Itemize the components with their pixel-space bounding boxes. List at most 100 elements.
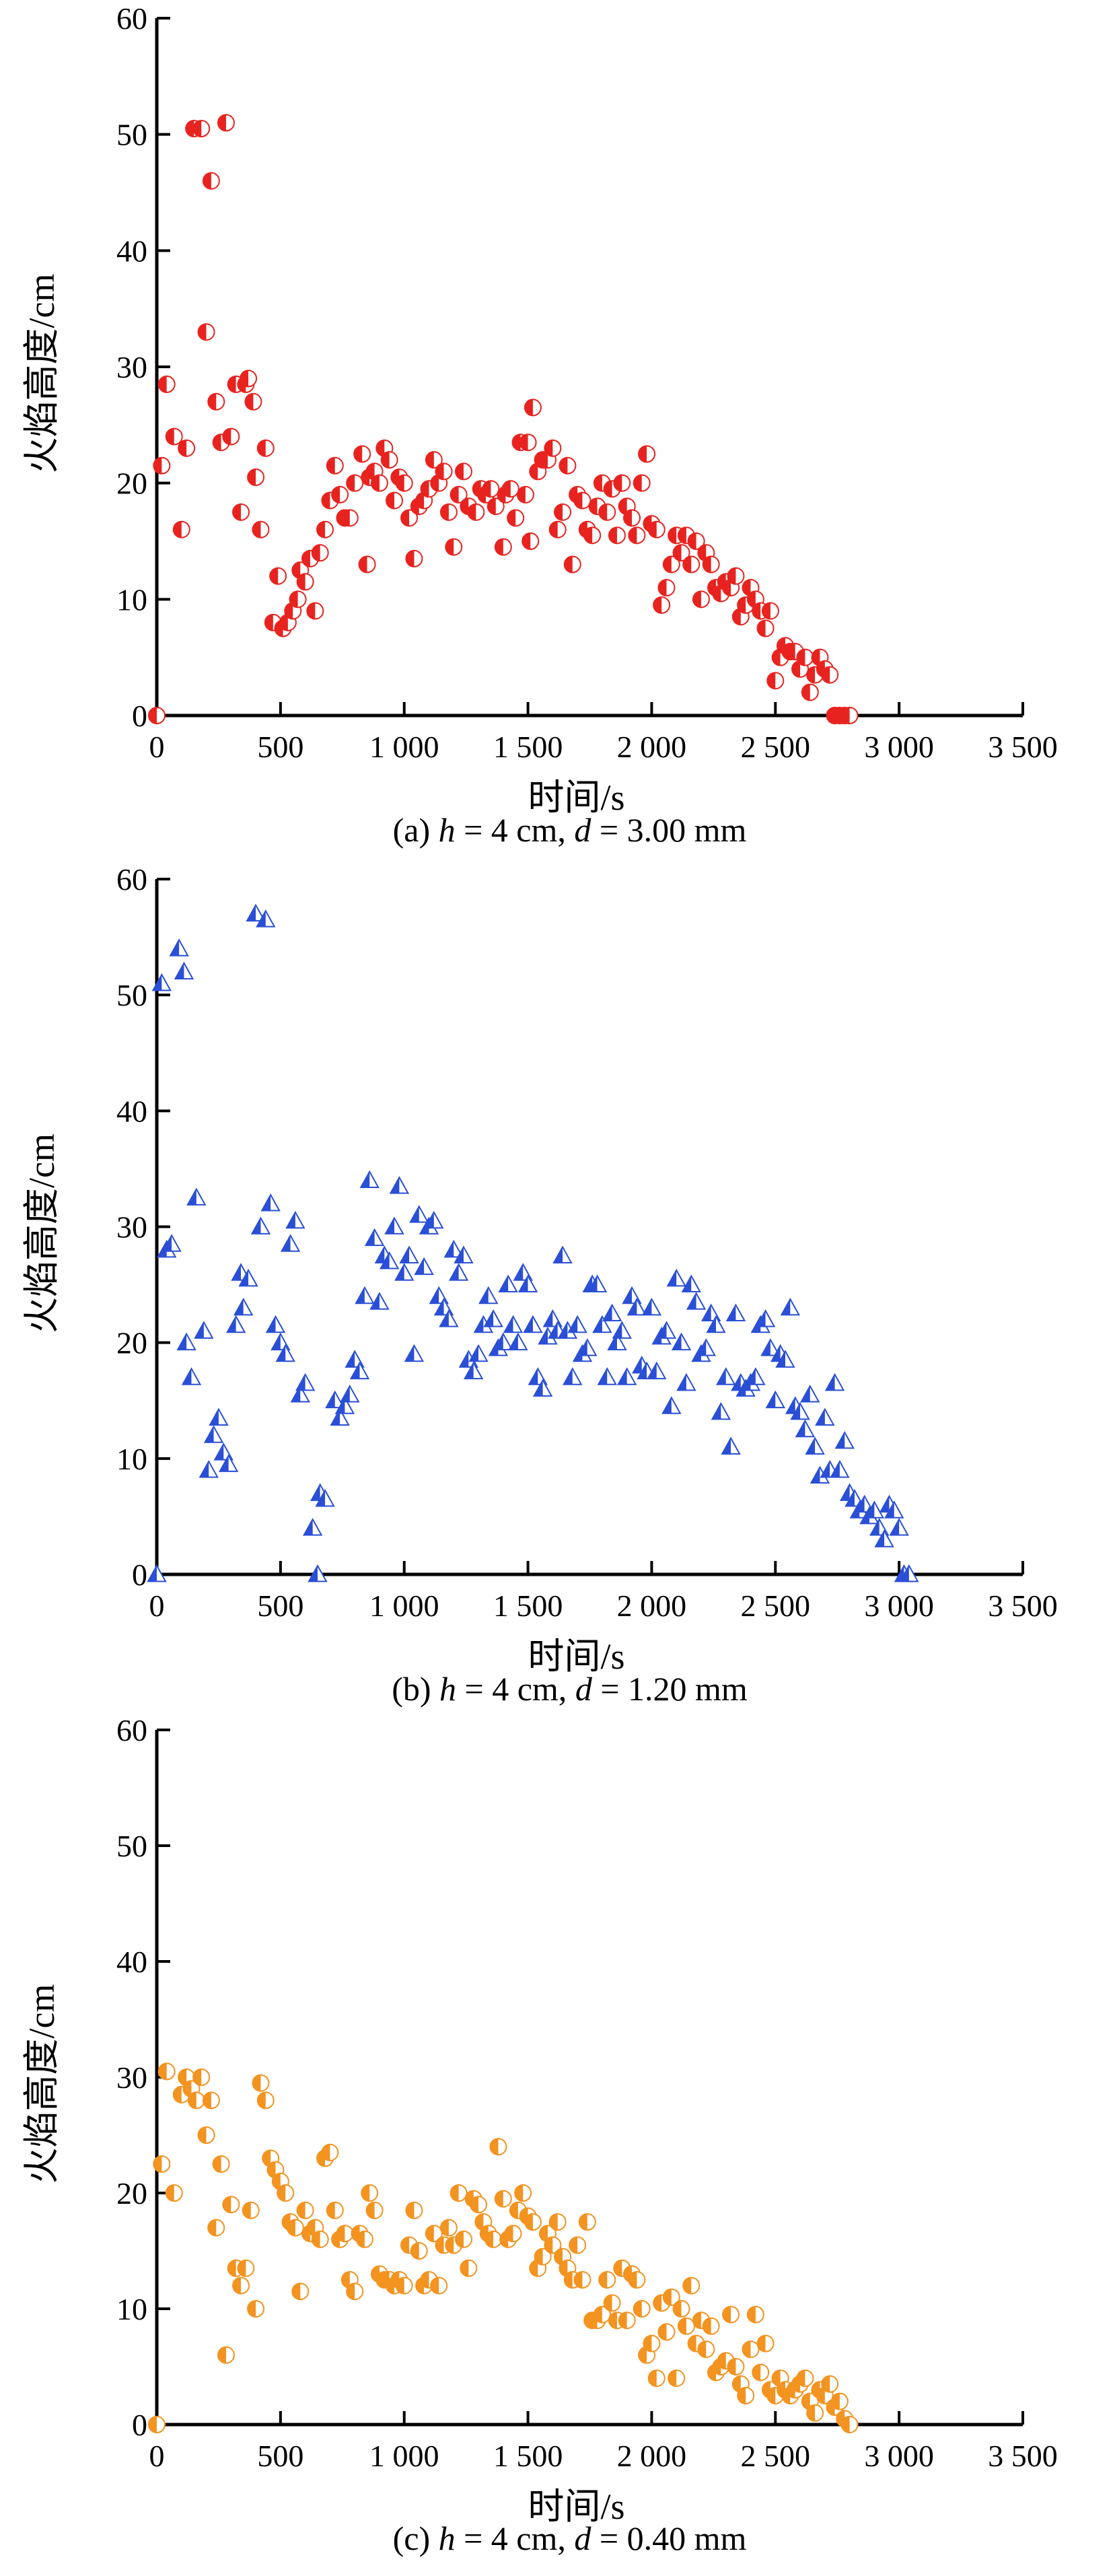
marker-fill xyxy=(647,1362,657,1379)
data-point xyxy=(672,544,690,562)
data-point xyxy=(647,1361,667,1380)
marker-fill xyxy=(797,2370,805,2387)
caption-prefix: (c) xyxy=(393,2519,439,2557)
data-point xyxy=(325,1390,345,1409)
data-point xyxy=(795,1419,816,1438)
data-point xyxy=(821,2375,839,2393)
marker-fill xyxy=(594,2306,602,2323)
marker-fill xyxy=(554,1247,563,1263)
data-point xyxy=(661,1396,682,1414)
data-point xyxy=(153,2155,171,2173)
data-point xyxy=(602,1303,622,1322)
data-point xyxy=(899,1564,919,1582)
marker-fill xyxy=(247,905,256,921)
data-point xyxy=(232,2276,250,2295)
marker-fill xyxy=(723,580,731,596)
x-tick-label: 500 xyxy=(257,1589,303,1623)
marker-fill xyxy=(826,1374,835,1391)
marker-fill xyxy=(598,1368,608,1385)
marker-fill xyxy=(672,1333,682,1350)
marker-fill xyxy=(682,1276,692,1292)
marker-fill xyxy=(234,1299,244,1315)
x-tick-label: 2 500 xyxy=(741,1589,811,1623)
data-point xyxy=(483,1309,503,1327)
data-point xyxy=(405,2201,423,2219)
marker-fill xyxy=(203,172,211,189)
data-point xyxy=(706,1315,726,1333)
marker-fill xyxy=(175,963,184,979)
marker-fill xyxy=(559,1322,568,1338)
marker-fill xyxy=(548,1322,558,1338)
marker-fill xyxy=(512,434,521,451)
marker-fill xyxy=(233,2277,242,2294)
data-point xyxy=(202,2091,220,2110)
data-point xyxy=(336,2225,354,2243)
x-axis-title: 时间/s xyxy=(528,777,624,818)
chart-panel-1: 0 500 1 000 1 500 2 000 2 500 3 000 3 500 0 10 20 3… xyxy=(22,1,1058,849)
marker-fill xyxy=(487,498,496,515)
marker-fill xyxy=(624,510,633,526)
y-tick-label: 30 xyxy=(116,350,147,384)
marker-fill xyxy=(439,1311,449,1327)
marker-fill xyxy=(544,2237,553,2254)
marker-fill xyxy=(519,434,528,451)
data-point xyxy=(468,1344,489,1362)
data-point xyxy=(493,1332,513,1351)
data-point xyxy=(346,2283,364,2301)
panel-caption: (a) h = 4 cm, d = 3.00 mm xyxy=(393,811,747,849)
marker-fill xyxy=(698,2341,707,2358)
data-point xyxy=(874,1529,894,1547)
marker-fill xyxy=(425,452,434,468)
data-point xyxy=(340,509,359,527)
x-tick-label: 0 xyxy=(149,730,165,764)
data-point xyxy=(197,2126,215,2144)
marker-fill xyxy=(812,649,820,666)
marker-fill xyxy=(470,1345,479,1362)
data-point xyxy=(409,1205,429,1223)
marker-fill xyxy=(431,475,439,491)
data-point xyxy=(612,1321,633,1339)
y-tick-label: 50 xyxy=(116,978,147,1012)
marker-fill xyxy=(217,2346,226,2363)
marker-fill xyxy=(851,1502,860,1518)
marker-fill xyxy=(495,538,503,555)
chart-panel-3: 0 500 1 000 1 500 2 000 2 500 3 000 3 500 0 10 20 3… xyxy=(22,1713,1058,2557)
data-point xyxy=(834,1430,855,1449)
marker-fill xyxy=(208,2219,217,2236)
marker-fill xyxy=(692,591,701,608)
marker-fill xyxy=(663,556,672,573)
data-point xyxy=(598,2271,616,2289)
marker-fill xyxy=(517,486,526,503)
data-point xyxy=(380,451,398,469)
marker-fill xyxy=(502,481,511,497)
data-point xyxy=(638,445,656,463)
marker-fill xyxy=(188,2092,196,2109)
marker-fill xyxy=(416,492,425,509)
x-tick-label: 1 500 xyxy=(493,2439,563,2473)
marker-fill xyxy=(845,1490,855,1506)
data-point xyxy=(672,2300,690,2318)
data-point xyxy=(454,462,472,481)
marker-fill xyxy=(297,2202,306,2219)
marker-fill xyxy=(371,475,380,491)
y-tick-label: 50 xyxy=(116,118,147,152)
data-point xyxy=(252,2074,270,2092)
marker-fill xyxy=(742,2341,751,2358)
marker-fill xyxy=(474,1316,484,1333)
marker-fill xyxy=(187,1189,196,1205)
marker-fill xyxy=(178,1333,187,1350)
data-point xyxy=(246,903,266,922)
data-point xyxy=(242,2201,260,2219)
marker-fill xyxy=(454,1247,464,1263)
marker-fill xyxy=(401,2237,410,2254)
marker-fill xyxy=(149,2416,157,2433)
marker-fill xyxy=(376,440,385,456)
marker-fill xyxy=(668,2370,677,2387)
marker-fill xyxy=(515,2185,524,2201)
data-point xyxy=(250,1216,271,1234)
data-point xyxy=(302,1518,323,1536)
marker-fill xyxy=(599,2272,608,2288)
data-point xyxy=(721,1436,741,1455)
y-tick-label: 10 xyxy=(116,582,147,617)
data-point xyxy=(626,1297,647,1316)
